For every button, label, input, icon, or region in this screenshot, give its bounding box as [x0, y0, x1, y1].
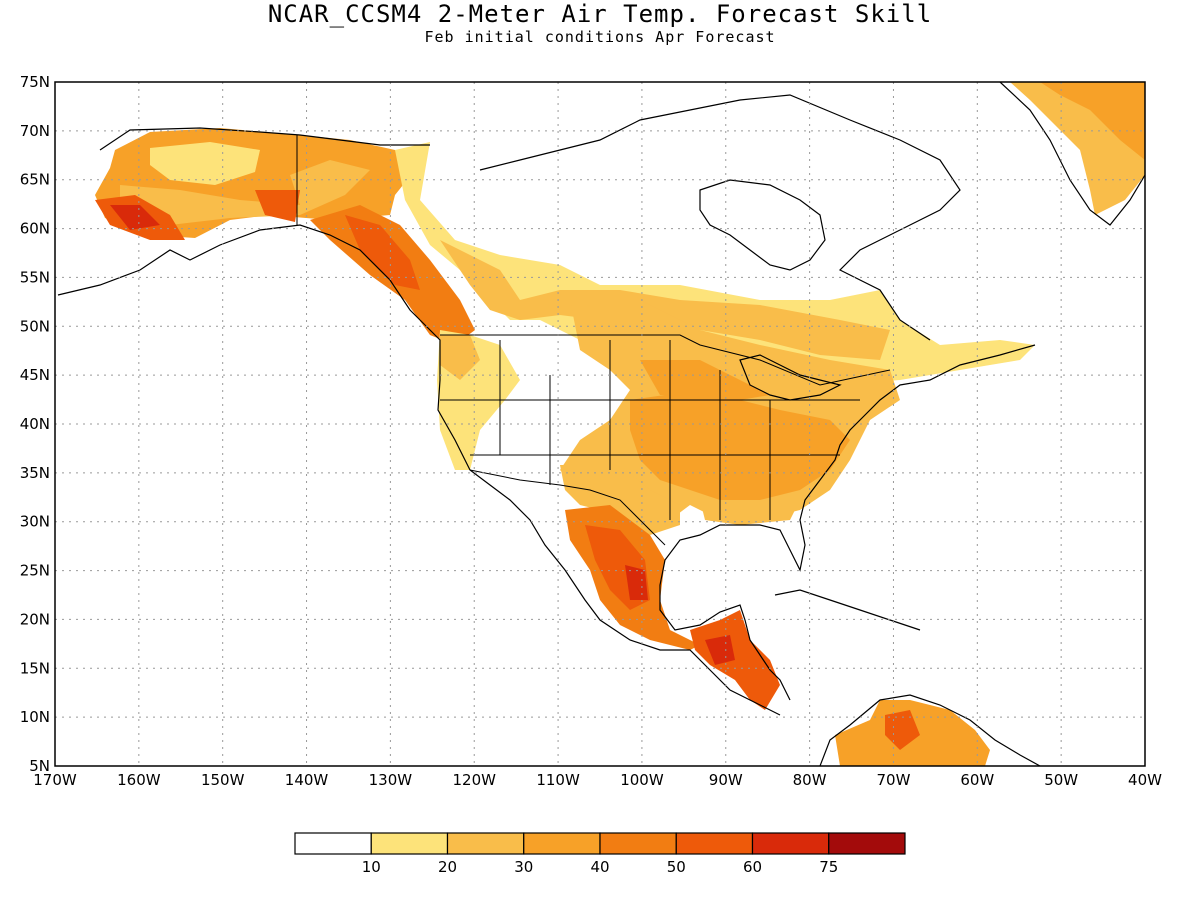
- colorbar-label: 40: [590, 858, 609, 876]
- lon-label: 150W: [201, 771, 245, 789]
- region-alaska-red: [255, 190, 300, 222]
- region-greenland-orange: [1040, 82, 1145, 160]
- colorbar-swatch: [446, 832, 525, 855]
- colorbar-label: 75: [819, 858, 838, 876]
- lon-label: 60W: [960, 771, 994, 789]
- colorbar-label: 50: [667, 858, 686, 876]
- lon-label: 170W: [33, 771, 77, 789]
- lon-label: 160W: [117, 771, 161, 789]
- colorbar-swatch: [675, 832, 754, 855]
- lon-label: 110W: [536, 771, 580, 789]
- coast-east-north-america: [659, 344, 1036, 701]
- lat-label: 20N: [20, 610, 50, 628]
- lon-label: 120W: [452, 771, 496, 789]
- coast-south-america: [819, 694, 1041, 766]
- political-borders: [296, 135, 891, 546]
- lat-label: 50N: [20, 317, 50, 335]
- region-midwest: [640, 360, 770, 400]
- map-title: NCAR_CCSM4 2-Meter Air Temp. Forecast Sk…: [267, 0, 933, 28]
- lat-label: 15N: [20, 659, 50, 677]
- skill-shading: [95, 82, 1145, 766]
- lon-label: 80W: [793, 771, 827, 789]
- lat-label: 5N: [29, 757, 50, 775]
- coast-caribbean: [774, 589, 921, 631]
- lon-label: 130W: [369, 771, 413, 789]
- lat-label: 45N: [20, 366, 50, 384]
- coast-great-lakes: [739, 354, 842, 401]
- colorbar-label: 30: [514, 858, 533, 876]
- coastlines: [57, 82, 1145, 766]
- lat-label: 25N: [20, 562, 50, 580]
- map-subtitle: Feb initial conditions Apr Forecast: [424, 28, 776, 46]
- lat-label: 70N: [20, 122, 50, 140]
- region-central-america-dark: [705, 635, 735, 665]
- lat-label: 10N: [20, 708, 50, 726]
- region-sw-alaska-dark: [110, 205, 160, 230]
- lat-label: 65N: [20, 171, 50, 189]
- colorbar-swatch: [751, 832, 830, 855]
- border-us-mexico: [469, 469, 666, 546]
- lat-label: 60N: [20, 220, 50, 238]
- colorbar-swatch: [828, 832, 906, 855]
- skill-colorbar: 10 20 30 40 50 60 75: [294, 832, 906, 876]
- lat-label: 35N: [20, 464, 50, 482]
- lat-label: 55N: [20, 268, 50, 286]
- region-bc-coast-red: [345, 215, 420, 290]
- coast-hudson-bay: [699, 179, 826, 271]
- lon-label: 50W: [1044, 771, 1078, 789]
- lon-label: 100W: [620, 771, 664, 789]
- longitude-labels: 170W 160W 150W 140W 130W 120W 110W 100W 90W 80W 70…: [33, 771, 1162, 789]
- colorbar-label: 60: [743, 858, 762, 876]
- lat-label: 75N: [20, 73, 50, 91]
- coast-arctic-islands: [479, 94, 961, 341]
- lat-label: 40N: [20, 415, 50, 433]
- region-alaska-yellow: [120, 160, 370, 225]
- region-alaska-inner: [150, 142, 260, 185]
- colorbar-swatch: [370, 832, 449, 855]
- lon-label: 90W: [709, 771, 743, 789]
- coast-greenland: [999, 82, 1145, 226]
- colorbar-label: 20: [438, 858, 457, 876]
- region-canada-orange: [440, 240, 890, 360]
- lon-label: 140W: [285, 771, 329, 789]
- colorbar-swatch: [599, 832, 677, 855]
- lon-label: 70W: [877, 771, 911, 789]
- colorbar-swatch: [294, 832, 372, 855]
- border-us-canada: [440, 334, 891, 386]
- map-frame: [54, 81, 1146, 767]
- lat-label: 30N: [20, 513, 50, 531]
- region-canada-band: [395, 142, 1035, 385]
- latitude-labels: 75N 70N 65N 60N 55N 50N 45N 40N 35N 30N 25N 20N 15N 1…: [20, 73, 50, 775]
- colorbar-swatch: [523, 832, 601, 855]
- colorbar-label: 10: [362, 858, 381, 876]
- coast-alaska-north: [99, 127, 430, 151]
- lon-label: 40W: [1128, 771, 1162, 789]
- region-se-us: [700, 500, 800, 525]
- region-west-us-orange: [440, 335, 480, 380]
- coast-west-north-america: [419, 319, 781, 716]
